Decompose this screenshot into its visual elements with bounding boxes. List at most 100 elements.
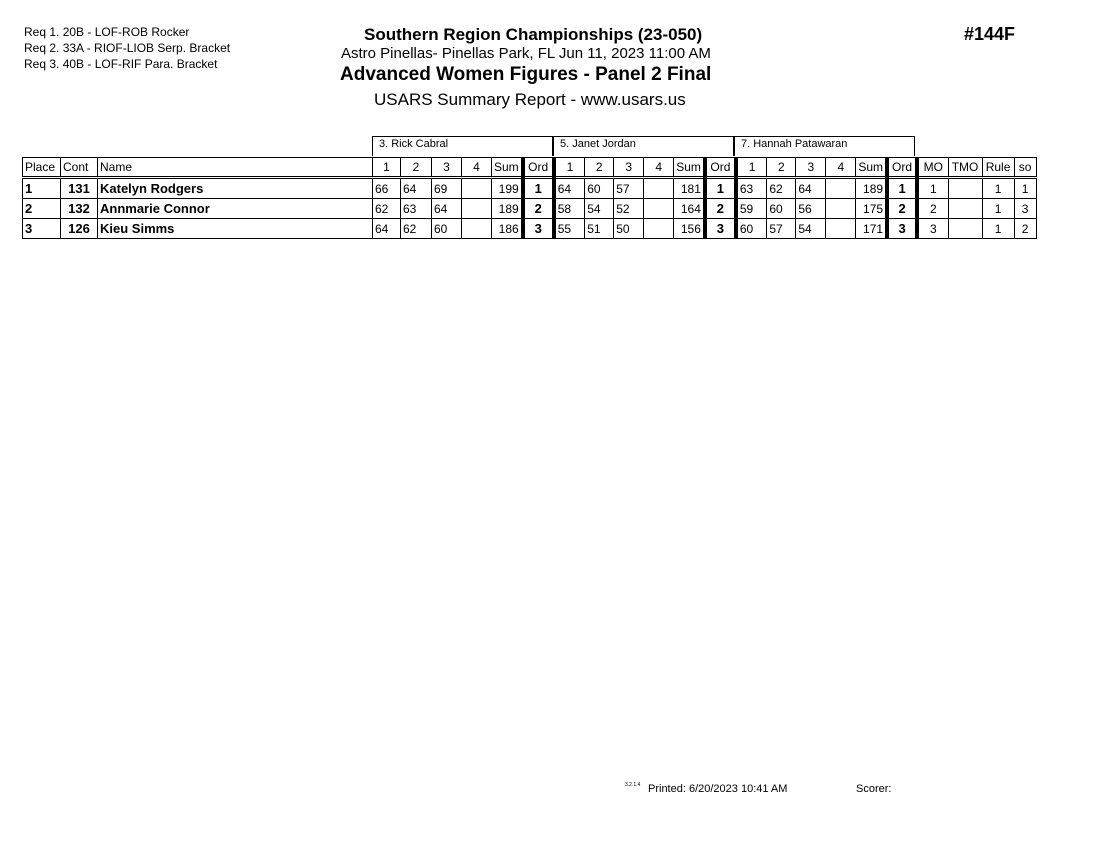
score-cell: 64: [400, 177, 432, 199]
so-cell: 2: [1013, 218, 1037, 239]
table-row: 1 131 Katelyn Rodgers 66 64 69 199 1 64 60 57 181 1 6…: [22, 177, 1037, 199]
col-header-judge1-3: 3: [431, 157, 462, 179]
report-title: USARS Summary Report - www.usars.us: [374, 90, 686, 109]
place-cell: 2: [22, 198, 61, 219]
rule-cell: 1: [981, 198, 1015, 219]
mo-cell: 1: [915, 177, 949, 199]
ord-cell: 3: [520, 218, 555, 239]
score-cell: 59: [733, 198, 768, 219]
col-header-judge3-1: 1: [733, 157, 768, 179]
score-cell: 62: [372, 198, 401, 219]
col-header-judge3-3: 3: [795, 157, 827, 179]
score-cell: 60: [431, 218, 462, 239]
event-title: Advanced Women Figures - Panel 2 Final: [340, 64, 712, 85]
tmo-cell: [947, 198, 983, 219]
score-cell: 62: [400, 218, 432, 239]
sum-cell: 181: [673, 177, 706, 199]
printed-timestamp: Printed: 6/20/2023 10:41 AM: [648, 783, 788, 795]
event-number: #144F: [964, 24, 1016, 44]
judge-header-2: 5. Janet Jordan: [553, 136, 734, 156]
rule-cell: 1: [981, 218, 1015, 239]
score-cell: 63: [400, 198, 432, 219]
score-cell: 63: [733, 177, 768, 199]
score-cell: [643, 198, 675, 219]
score-cell: [825, 177, 857, 199]
ord-cell: 1: [702, 177, 737, 199]
scorer-label: Scorer:: [856, 783, 892, 795]
score-cell: 52: [613, 198, 645, 219]
table-row: 3 126 Kieu Simms 64 62 60 186 3 55 51 50 156 3 60 57 54…: [22, 218, 1037, 239]
score-cell: 54: [584, 198, 615, 219]
sum-cell: 186: [490, 218, 524, 239]
col-header-judge1-4: 4: [461, 157, 492, 179]
sum-cell: 164: [673, 198, 706, 219]
score-cell: 64: [551, 177, 586, 199]
requirement-3: Req 3. 40B - LOF-RIF Para. Bracket: [24, 57, 218, 71]
ord-cell: 2: [702, 198, 737, 219]
ord-cell: 2: [885, 198, 918, 219]
sum-cell: 175: [855, 198, 888, 219]
score-cell: 55: [551, 218, 586, 239]
score-cell: 64: [372, 218, 401, 239]
mo-cell: 2: [915, 198, 949, 219]
score-cell: 58: [551, 198, 586, 219]
sum-cell: 171: [855, 218, 888, 239]
col-header-judge1-ord: Ord: [520, 157, 555, 179]
judge-header-1: 3. Rick Cabral: [372, 136, 553, 156]
competition-title: Southern Region Championships (23-050): [364, 25, 703, 44]
score-cell: [643, 177, 675, 199]
sum-cell: 156: [673, 218, 706, 239]
ord-cell: 1: [520, 177, 555, 199]
col-header-judge2-sum: Sum: [673, 157, 706, 179]
place-cell: 3: [22, 218, 61, 239]
score-cell: [461, 218, 492, 239]
name-cell: Katelyn Rodgers: [97, 177, 373, 199]
ord-cell: 3: [885, 218, 918, 239]
requirement-2: Req 2. 33A - RIOF-LIOB Serp. Bracket: [24, 41, 231, 55]
so-cell: 3: [1013, 198, 1037, 219]
sum-cell: 189: [490, 198, 524, 219]
table-row: 2 132 Annmarie Connor 62 63 64 189 2 58 54 52 164 2 5…: [22, 198, 1037, 219]
name-cell: Annmarie Connor: [97, 198, 373, 219]
cont-cell: 126: [60, 218, 98, 239]
score-cell: 51: [584, 218, 615, 239]
col-header-cont: Cont: [60, 157, 98, 179]
score-cell: [643, 218, 675, 239]
so-cell: 1: [1013, 177, 1037, 199]
rule-cell: 1: [981, 177, 1015, 199]
place-cell: 1: [22, 177, 61, 199]
header-row: Place Cont Name 1 2 3 4 Sum Ord 1 2 3 4 Sum Ord 1 2 3 4 Sum…: [22, 157, 1037, 179]
score-cell: [825, 198, 857, 219]
col-header-name: Name: [97, 157, 373, 179]
score-cell: 69: [431, 177, 462, 199]
sum-cell: 199: [490, 177, 524, 199]
score-cell: 50: [613, 218, 645, 239]
col-header-judge3-ord: Ord: [885, 157, 918, 179]
col-header-judge3-2: 2: [766, 157, 797, 179]
requirement-1: Req 1. 20B - LOF-ROB Rocker: [24, 25, 190, 39]
score-cell: 60: [584, 177, 615, 199]
score-cell: [461, 198, 492, 219]
tmo-cell: [947, 218, 983, 239]
score-cell: 56: [795, 198, 827, 219]
ord-cell: 3: [702, 218, 737, 239]
mo-cell: 3: [915, 218, 949, 239]
score-cell: 66: [372, 177, 401, 199]
col-header-place: Place: [22, 157, 61, 179]
col-header-judge2-ord: Ord: [702, 157, 737, 179]
ord-cell: 2: [520, 198, 555, 219]
score-cell: [825, 218, 857, 239]
col-header-mo: MO: [915, 157, 949, 179]
version-label: 3.2.1.4: [625, 782, 641, 788]
col-header-judge3-4: 4: [825, 157, 857, 179]
results-table: Place Cont Name 1 2 3 4 Sum Ord 1 2 3 4 Sum Ord 1 2 3 4 Sum…: [22, 157, 1037, 239]
ord-cell: 1: [885, 177, 918, 199]
col-header-tmo: TMO: [947, 157, 983, 179]
col-header-judge2-3: 3: [613, 157, 645, 179]
score-cell: 57: [613, 177, 645, 199]
score-cell: 64: [431, 198, 462, 219]
col-header-judge1-1: 1: [372, 157, 401, 179]
score-cell: 62: [766, 177, 797, 199]
venue-date: Astro Pinellas- Pinellas Park, FL Jun 11…: [341, 45, 711, 62]
col-header-judge1-sum: Sum: [490, 157, 524, 179]
